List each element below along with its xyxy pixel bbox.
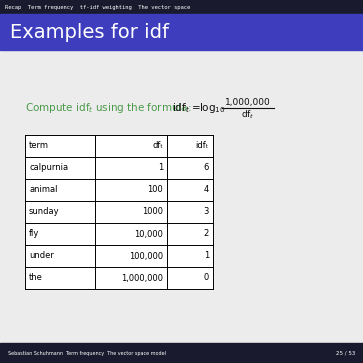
Bar [0,0,363,14]
Text: 2: 2 [204,229,209,238]
Text: 10,000: 10,000 [134,229,163,238]
Text: 25 / 53: 25 / 53 [336,351,355,355]
Text: 6: 6 [204,163,209,172]
Text: idf$_t$ =: idf$_t$ = [172,101,201,115]
Text: calpurnia: calpurnia [29,163,68,172]
Text: dfₜ: dfₜ [152,142,163,151]
Text: log$_{10}$: log$_{10}$ [199,101,226,115]
Text: idfₜ: idfₜ [196,142,209,151]
Text: 100,000: 100,000 [129,252,163,261]
Text: term: term [29,142,49,151]
Text: 4: 4 [204,185,209,195]
Text: Sebastian Schuhmann  Term frequency  The vector space model: Sebastian Schuhmann Term frequency The v… [8,351,166,355]
Text: 1000: 1000 [142,208,163,216]
Text: 1,000,000: 1,000,000 [121,273,163,282]
Bar [0,343,363,363]
Bar [25,135,213,289]
Text: fly: fly [29,229,39,238]
Text: 1: 1 [158,163,163,172]
Text: the: the [29,273,43,282]
Text: sunday: sunday [29,208,60,216]
Bar [0,14,363,50]
Text: 1,000,000: 1,000,000 [225,98,271,106]
Text: Compute idf$_t$ using the formula:: Compute idf$_t$ using the formula: [25,101,192,115]
Text: 3: 3 [204,208,209,216]
Text: Recap  Term frequency  tf-idf weighting  The vector space: Recap Term frequency tf-idf weighting Th… [5,4,190,9]
Text: animal: animal [29,185,57,195]
Text: 0: 0 [204,273,209,282]
Text: 1: 1 [204,252,209,261]
Text: df$_t$: df$_t$ [241,109,255,121]
Text: Examples for idf: Examples for idf [10,23,169,41]
Text: 100: 100 [147,185,163,195]
Text: under: under [29,252,54,261]
